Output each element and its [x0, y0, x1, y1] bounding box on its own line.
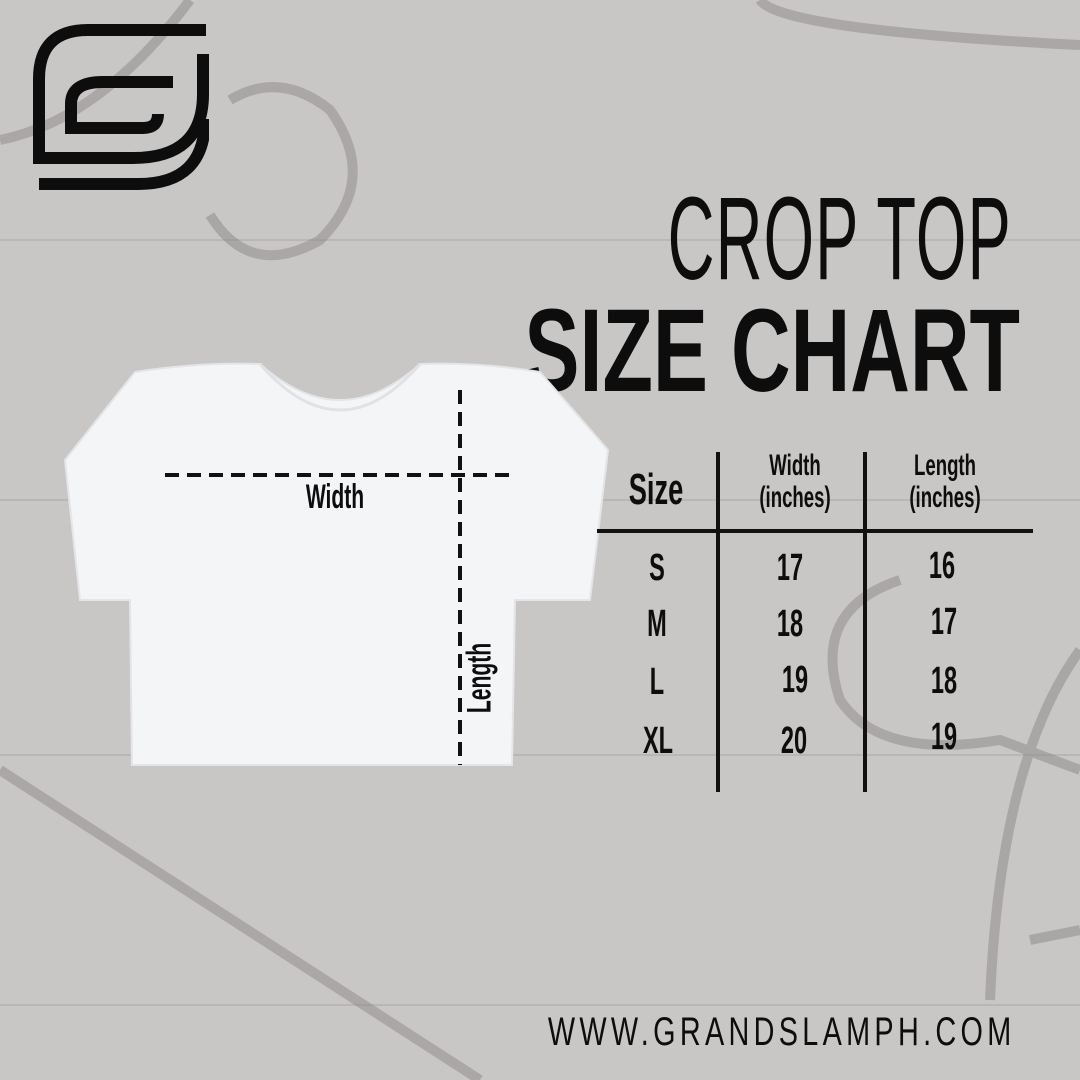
cell-length: 19	[930, 716, 958, 758]
header-width: Width (inches)	[759, 450, 830, 513]
cell-width: 18	[776, 603, 804, 645]
cell-length: 18	[930, 660, 958, 702]
table-header-rule	[597, 529, 1033, 533]
website-url: WWW.GRANDSLAMPH.COM	[548, 1010, 1016, 1054]
title-crop-top: CROP TOP	[667, 173, 1012, 305]
cell-size: XL	[642, 720, 674, 762]
header-width-label: Width	[769, 449, 821, 482]
cell-width: 19	[781, 659, 809, 701]
header-length-unit: (inches)	[909, 480, 981, 514]
width-label: Width	[305, 478, 365, 516]
cell-size: M	[647, 603, 667, 645]
cell-size: L	[649, 661, 665, 703]
cell-length: 17	[930, 601, 958, 643]
header-size: Size	[628, 465, 684, 514]
cell-size: S	[649, 547, 665, 589]
header-width-unit: (inches)	[759, 480, 831, 514]
table-divider	[716, 452, 720, 792]
header-length: Length (inches)	[909, 450, 980, 513]
table-divider	[863, 452, 867, 792]
cell-length: 16	[928, 545, 956, 587]
cell-width: 20	[780, 720, 808, 762]
title-size-chart: SIZE CHART	[524, 285, 1020, 417]
length-label: Length	[460, 642, 499, 714]
header-length-label: Length	[914, 449, 976, 482]
cell-width: 17	[776, 547, 804, 589]
crop-top-shirt-illustration	[63, 362, 610, 766]
grandslam-logo	[33, 24, 209, 190]
